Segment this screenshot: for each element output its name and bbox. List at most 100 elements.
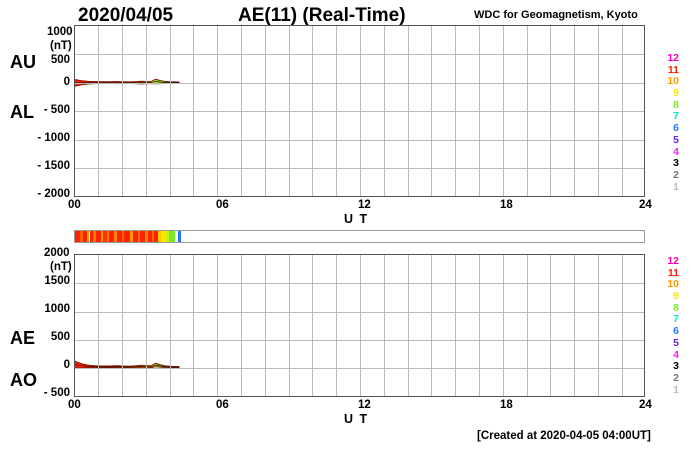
data-source-credit: WDC for Geomagnetism, Kyoto: [474, 9, 638, 21]
availability-segment: [133, 231, 138, 242]
availability-segment: [154, 231, 159, 242]
top-xaxis-label: U T: [344, 212, 369, 226]
station-legend-item-4: 4: [673, 145, 679, 158]
availability-segment: [124, 231, 131, 242]
series-label-ao: AO: [10, 370, 37, 390]
top-xtick-06: 06: [216, 199, 229, 211]
station-legend-item-5: 5: [673, 133, 679, 146]
station-legend-top: 12 11 10 9 8 7 6 5 4 3 2 1: [655, 52, 679, 193]
bottom-xtick-12: 12: [358, 399, 371, 411]
bottom-ytick-500: 500: [50, 331, 70, 343]
upper-envelope: [75, 78, 180, 83]
station-legend-item-3: 3: [673, 360, 679, 373]
availability-segment: [144, 231, 148, 242]
top-ytick-neg1000: - 1000: [37, 132, 70, 144]
bottom-axis-unit: (nT): [50, 261, 72, 273]
availability-segment: [82, 231, 87, 242]
bottom-xtick-24: 24: [639, 399, 652, 411]
availability-segment: [151, 231, 155, 242]
top-xtick-24: 24: [639, 199, 652, 211]
station-legend-item-8: 8: [673, 301, 679, 314]
station-legend-item-2: 2: [673, 168, 679, 181]
creation-timestamp: [Created at 2020-04-05 04:00UT]: [477, 430, 651, 442]
availability-segment: [177, 231, 181, 242]
bottom-grid: [75, 255, 644, 396]
availability-segment: [158, 231, 162, 242]
top-axis-max-label: 1000: [47, 26, 73, 38]
availability-segment: [140, 231, 145, 242]
availability-segment: [147, 231, 152, 242]
station-legend-item-3: 3: [673, 157, 679, 170]
station-legend-item-11: 11: [667, 266, 679, 279]
au-al-plot-panel: [74, 25, 645, 197]
ae-ao-trace: [75, 360, 180, 369]
station-legend-item-12: 12: [667, 255, 679, 267]
availability-segment: [117, 231, 122, 242]
availability-segment: [114, 231, 118, 242]
top-ytick-neg1500: - 1500: [37, 160, 70, 172]
station-legend-item-1: 1: [673, 383, 679, 396]
availability-segment: [137, 231, 141, 242]
station-legend-item-5: 5: [673, 336, 679, 349]
lower-envelope: [75, 366, 180, 369]
station-legend-item-12: 12: [667, 52, 679, 64]
station-legend-item-6: 6: [673, 122, 679, 135]
median-line: [75, 81, 180, 84]
top-xtick-00: 00: [68, 199, 81, 211]
bottom-axis-max-label: 2000: [44, 247, 70, 259]
bottom-xaxis-label: U T: [344, 412, 369, 426]
bottom-ytick-1500: 1500: [44, 275, 70, 287]
bottom-xtick-00: 00: [68, 399, 81, 411]
availability-segment: [79, 231, 83, 242]
station-legend-item-7: 7: [673, 110, 679, 123]
bottom-xtick-06: 06: [216, 399, 229, 411]
top-axis-unit: (nT): [50, 40, 72, 52]
station-legend-item-11: 11: [667, 63, 679, 76]
top-ytick-0: 0: [63, 76, 70, 88]
bottom-ytick-neg500: - 500: [43, 387, 70, 399]
top-ytick-neg500: - 500: [43, 104, 70, 116]
station-legend-item-9: 9: [673, 87, 679, 100]
top-ytick-neg2000: - 2000: [37, 188, 70, 200]
availability-segment: [130, 231, 134, 242]
upper-envelope: [75, 360, 180, 368]
station-legend-item-1: 1: [673, 180, 679, 193]
series-label-al: AL: [10, 102, 34, 122]
series-label-au: AU: [10, 52, 36, 72]
availability-segment: [106, 231, 110, 242]
availability-segment: [89, 231, 94, 242]
availability-segment: [75, 231, 80, 242]
availability-segment: [103, 231, 107, 242]
station-legend-item-4: 4: [673, 348, 679, 361]
availability-segment: [95, 231, 101, 242]
station-legend-item-8: 8: [673, 98, 679, 111]
top-ytick-500: 500: [50, 54, 70, 66]
bottom-ytick-0: 0: [63, 359, 70, 371]
station-legend-bottom: 12 11 10 9 8 7 6 5 4 3 2 1: [655, 255, 679, 396]
bottom-ytick-1000: 1000: [44, 303, 70, 315]
top-xtick-12: 12: [358, 199, 371, 211]
station-legend-item-10: 10: [667, 278, 679, 291]
availability-segment: [169, 231, 176, 242]
series-label-ae: AE: [10, 328, 36, 348]
availability-segment: [175, 231, 178, 242]
availability-segment: [109, 231, 115, 242]
station-legend-item-7: 7: [673, 313, 679, 326]
top-grid: [75, 26, 644, 196]
page-title: AE(11) (Real-Time): [238, 5, 406, 26]
availability-segment: [161, 231, 166, 242]
data-availability-bar: [74, 230, 645, 243]
bottom-xtick-18: 18: [500, 399, 513, 411]
station-legend-item-10: 10: [667, 75, 679, 88]
chart-date: 2020/04/05: [78, 5, 174, 26]
availability-segment: [93, 231, 96, 242]
availability-segment: [165, 231, 170, 242]
station-legend-item-2: 2: [673, 371, 679, 384]
top-xtick-18: 18: [500, 199, 513, 211]
availability-segment: [100, 231, 104, 242]
station-legend-item-6: 6: [673, 325, 679, 338]
median-line: [75, 364, 180, 368]
availability-segment: [86, 231, 90, 242]
station-legend-item-9: 9: [673, 290, 679, 303]
ae-ao-plot-panel: [74, 254, 645, 397]
